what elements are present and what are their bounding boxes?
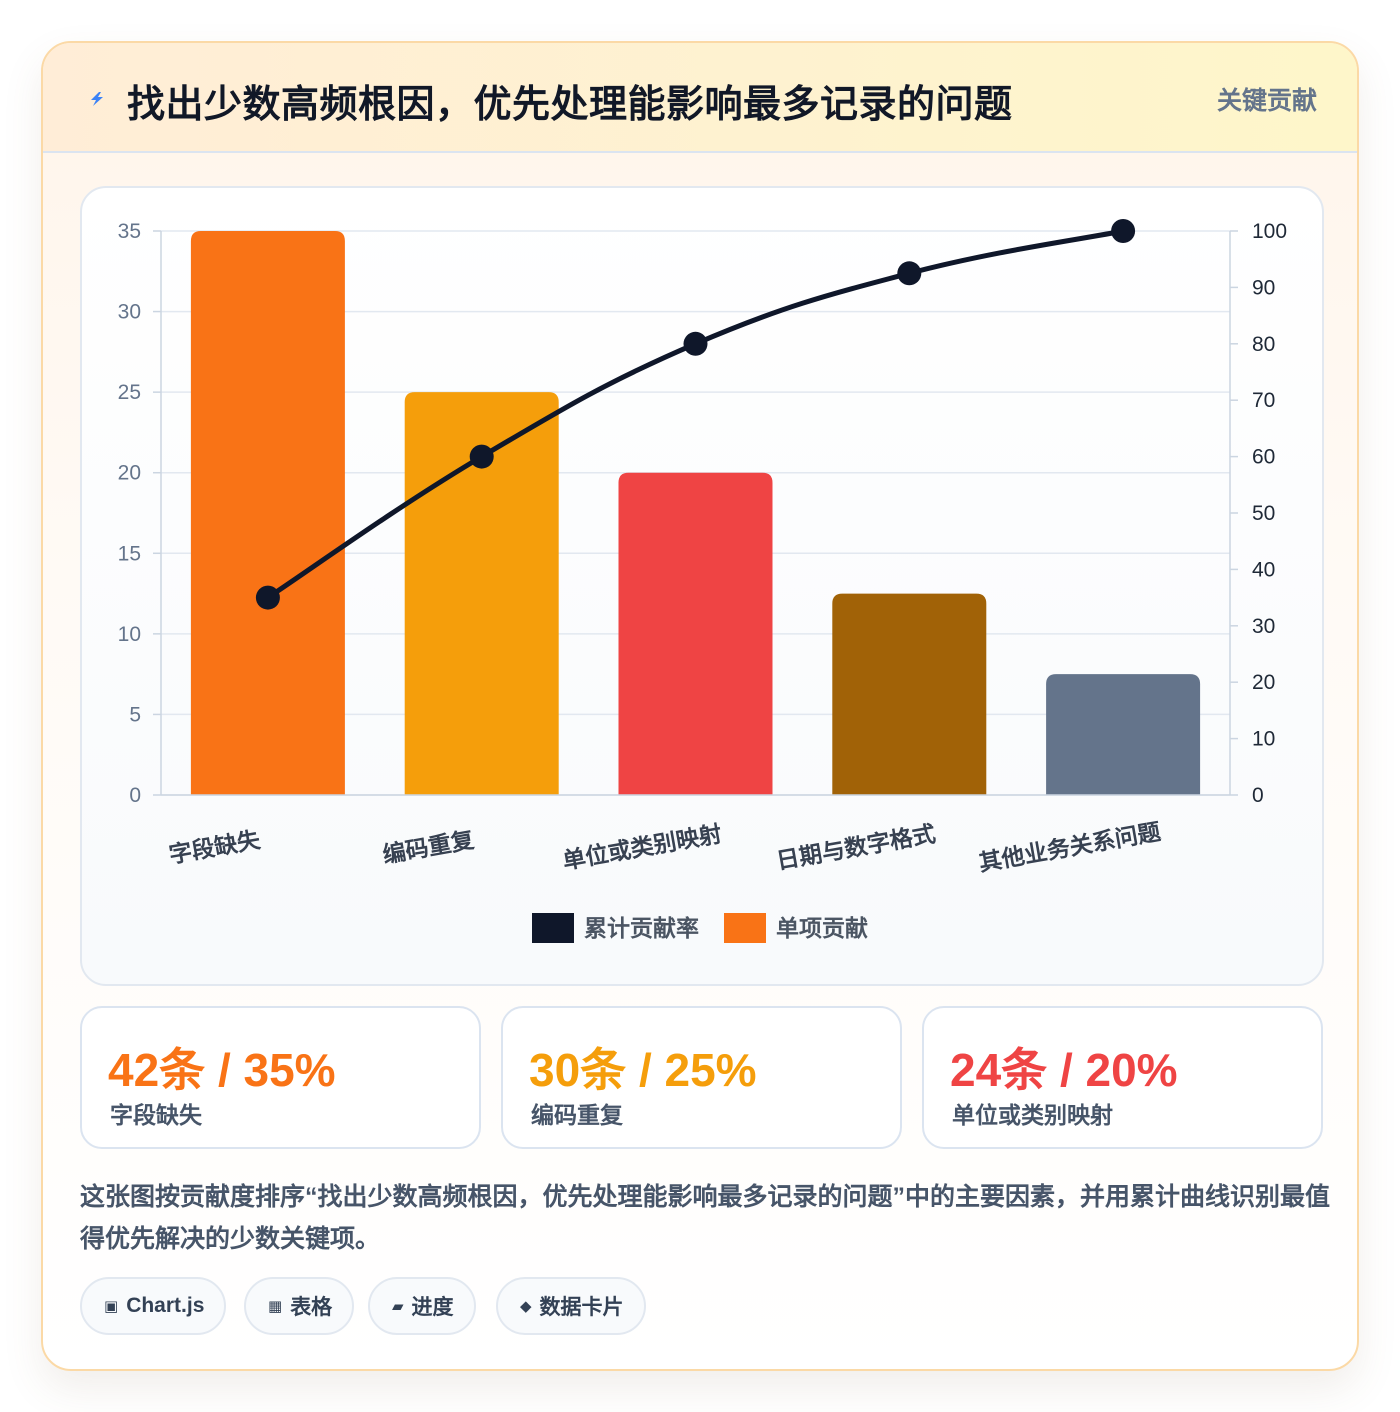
- y-right-tick-label: 20: [1252, 671, 1275, 694]
- report-card: 找出少数高频根因，优先处理能影响最多记录的问题 关键贡献 0 5 10 15 20 25 3…: [41, 41, 1359, 1371]
- pill-label: Chart.js: [126, 1294, 205, 1317]
- stat-card-2: 30条 / 25% 编码重复: [501, 1006, 902, 1149]
- y-right-tick-label: 70: [1252, 389, 1275, 412]
- bar: [404, 392, 559, 795]
- key-contribution-badge: 关键贡献: [1216, 87, 1317, 115]
- cumulative-point: [469, 444, 494, 469]
- bar: [1046, 674, 1201, 795]
- stat-card-1: 42条 / 35% 字段缺失: [80, 1006, 481, 1149]
- y-right-tick-label: 60: [1252, 446, 1275, 469]
- bar: [190, 231, 345, 795]
- pill-label: 表格: [290, 1296, 333, 1319]
- y-right-tick-label: 0: [1252, 784, 1264, 807]
- tag-pill-data-card[interactable]: ◆ 数据卡片: [496, 1277, 646, 1335]
- diamond-icon: ◆: [520, 1298, 532, 1315]
- y-right-tick-label: 30: [1252, 615, 1275, 638]
- bar: [832, 593, 987, 795]
- pareto-chart-panel: 0 5 10 15 20 25 30 35 0 10 20 30 40 50 60 70 80 90 100 字段缺失…: [80, 186, 1324, 986]
- stat-label: 单位或类别映射: [952, 1102, 1113, 1128]
- legend-swatch: [532, 913, 574, 943]
- cumulative-point: [1111, 219, 1136, 243]
- stat-value: 30条 / 25%: [529, 1044, 757, 1096]
- x-category-label: 编码重复: [381, 826, 477, 868]
- y-left-tick-label: 10: [118, 623, 141, 646]
- bar: [618, 472, 773, 795]
- y-left-tick-label: 15: [118, 542, 141, 565]
- stat-label: 字段缺失: [110, 1102, 202, 1128]
- y-right-tick-label: 100: [1252, 220, 1287, 243]
- y-left-tick-label: 25: [118, 381, 141, 404]
- tag-pill-progress[interactable]: ▰ 进度: [368, 1277, 476, 1335]
- x-category-label: 其他业务关系问题: [977, 818, 1163, 876]
- pill-label: 进度: [411, 1296, 454, 1319]
- cumulative-point: [897, 261, 922, 286]
- tag-pill-table[interactable]: ▦ 表格: [244, 1277, 355, 1335]
- y-right-tick-label: 90: [1252, 276, 1275, 299]
- y-left-tick-label: 35: [118, 220, 141, 243]
- legend-swatch: [724, 913, 766, 943]
- chart-description: 这张图按贡献度排序“找出少数高频根因，优先处理能影响最多记录的问题”中的主要因素…: [80, 1183, 1331, 1253]
- legend-label: 单项贡献: [776, 915, 868, 941]
- y-right-tick-label: 80: [1252, 333, 1275, 356]
- y-left-tick-label: 5: [129, 703, 141, 726]
- y-right-tick-label: 10: [1252, 728, 1275, 751]
- y-right-tick-label: 40: [1252, 558, 1275, 581]
- y-left-tick-label: 0: [129, 784, 141, 807]
- x-category-label: 字段缺失: [167, 826, 263, 868]
- progress-icon: ▰: [392, 1298, 404, 1315]
- cumulative-point: [255, 585, 280, 610]
- stat-value: 24条 / 20%: [950, 1044, 1178, 1096]
- lightning-icon: [91, 92, 103, 106]
- pill-label: 数据卡片: [539, 1296, 624, 1319]
- y-left-tick-label: 20: [118, 462, 141, 485]
- x-category-label: 单位或类别映射: [561, 820, 724, 874]
- x-category-label: 日期与数字格式: [774, 820, 937, 874]
- y-left-tick-label: 30: [118, 301, 141, 324]
- table-icon: ▦: [268, 1298, 283, 1315]
- stat-label: 编码重复: [531, 1102, 623, 1128]
- y-right-tick-label: 50: [1252, 502, 1275, 525]
- page-title: 找出少数高频根因，优先处理能影响最多记录的问题: [127, 84, 1013, 126]
- stat-value: 42条 / 35%: [108, 1044, 336, 1096]
- stat-card-3: 24条 / 20% 单位或类别映射: [922, 1006, 1323, 1149]
- tag-pill-chartjs[interactable]: ▣ Chart.js: [80, 1277, 227, 1335]
- chart-icon: ▣: [104, 1298, 119, 1315]
- legend-label: 累计贡献率: [584, 915, 699, 941]
- card-header: 找出少数高频根因，优先处理能影响最多记录的问题 关键贡献: [43, 43, 1357, 153]
- pareto-chart: 0 5 10 15 20 25 30 35 0 10 20 30 40 50 60 70 80 90 100 字段缺失…: [118, 219, 1287, 943]
- cumulative-point: [683, 331, 708, 356]
